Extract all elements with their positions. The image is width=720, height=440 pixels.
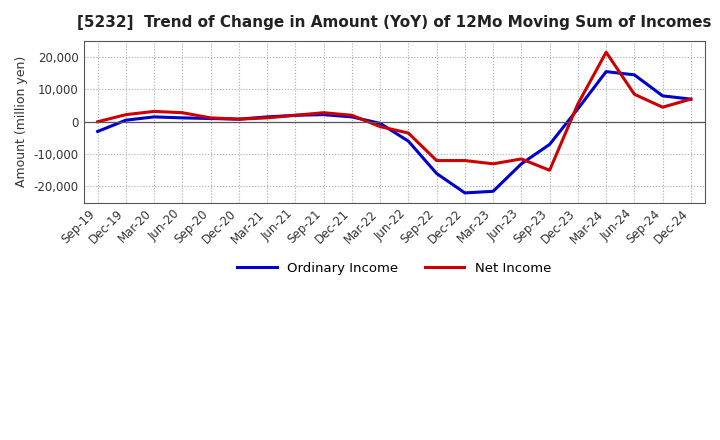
Ordinary Income: [291, 113, 300, 118]
Net Income: [235, 117, 243, 122]
Net Income: [404, 130, 413, 136]
Net Income: [320, 110, 328, 115]
Y-axis label: Amount (million yen): Amount (million yen): [15, 56, 28, 187]
Net Income: [376, 124, 384, 129]
Net Income: [489, 161, 498, 166]
Net Income: [630, 92, 639, 97]
Net Income: [461, 158, 469, 163]
Ordinary Income: [235, 117, 243, 122]
Ordinary Income: [630, 72, 639, 77]
Net Income: [574, 101, 582, 106]
Ordinary Income: [348, 114, 356, 120]
Net Income: [348, 113, 356, 118]
Ordinary Income: [517, 161, 526, 166]
Ordinary Income: [94, 129, 102, 134]
Ordinary Income: [602, 69, 611, 74]
Ordinary Income: [207, 116, 215, 121]
Net Income: [432, 158, 441, 163]
Ordinary Income: [461, 190, 469, 195]
Net Income: [602, 50, 611, 55]
Net Income: [122, 112, 130, 117]
Ordinary Income: [376, 121, 384, 126]
Ordinary Income: [122, 117, 130, 123]
Ordinary Income: [489, 189, 498, 194]
Net Income: [207, 115, 215, 121]
Ordinary Income: [545, 142, 554, 147]
Net Income: [263, 115, 271, 121]
Ordinary Income: [404, 139, 413, 144]
Ordinary Income: [150, 114, 158, 120]
Ordinary Income: [263, 114, 271, 120]
Title: [5232]  Trend of Change in Amount (YoY) of 12Mo Moving Sum of Incomes: [5232] Trend of Change in Amount (YoY) o…: [77, 15, 711, 30]
Ordinary Income: [432, 171, 441, 176]
Net Income: [658, 105, 667, 110]
Legend: Ordinary Income, Net Income: Ordinary Income, Net Income: [232, 257, 557, 280]
Ordinary Income: [658, 93, 667, 99]
Net Income: [291, 113, 300, 118]
Net Income: [178, 110, 186, 115]
Ordinary Income: [574, 106, 582, 111]
Ordinary Income: [687, 96, 696, 102]
Line: Net Income: Net Income: [98, 52, 691, 170]
Ordinary Income: [320, 112, 328, 117]
Line: Ordinary Income: Ordinary Income: [98, 72, 691, 193]
Net Income: [517, 156, 526, 161]
Net Income: [94, 119, 102, 125]
Net Income: [687, 96, 696, 102]
Net Income: [545, 168, 554, 173]
Net Income: [150, 109, 158, 114]
Ordinary Income: [178, 115, 186, 121]
